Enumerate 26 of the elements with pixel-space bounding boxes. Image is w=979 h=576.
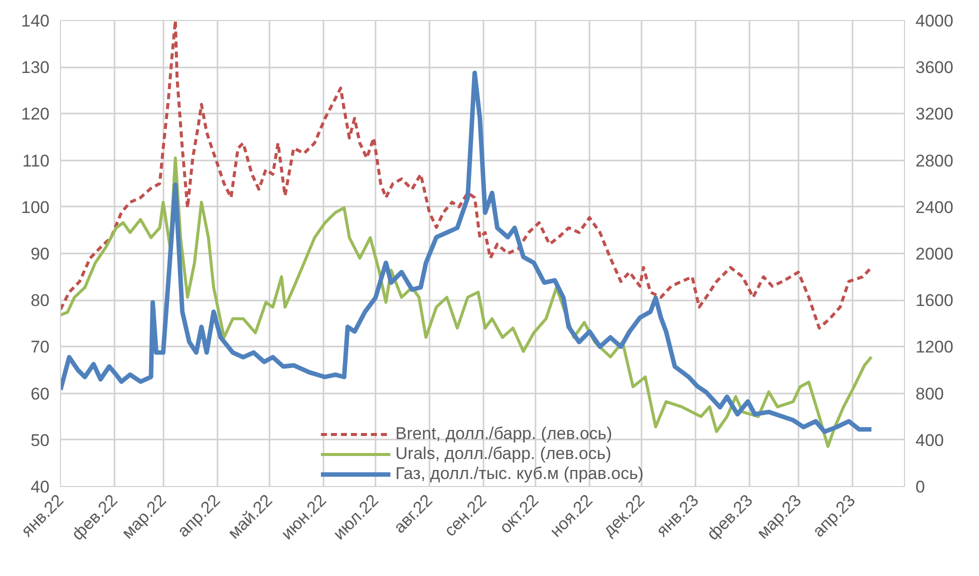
y2-tick-label: 800 — [916, 384, 944, 404]
y-tick-label: 100 — [21, 198, 50, 217]
y-tick-label: 120 — [21, 104, 50, 124]
y-tick-label: 130 — [21, 58, 50, 78]
line-series — [60, 20, 873, 330]
y-tick-label: 110 — [22, 151, 50, 170]
y2-tick-label: 3200 — [916, 104, 954, 124]
y2-tick-label: 1600 — [916, 291, 954, 310]
y2-tick-label: 2000 — [916, 244, 954, 264]
y-tick-label: 80 — [30, 291, 50, 310]
legend-label: Газ, долл./тыс. куб.м (прав.ось) — [395, 464, 644, 484]
y2-tick-label: 1200 — [916, 338, 954, 357]
y2-tick-label: 2800 — [916, 151, 954, 170]
y2-tick-label: 4000 — [916, 12, 954, 30]
y-tick-label: 50 — [30, 430, 50, 450]
y2-tick-label: 400 — [916, 430, 944, 450]
y2-tick-label: 0 — [916, 478, 925, 496]
y-tick-label: 140 — [21, 12, 50, 30]
y-tick-label: 40 — [30, 478, 50, 496]
y2-tick-label: 3600 — [916, 58, 954, 78]
y-tick-label: 70 — [30, 338, 50, 357]
y-tick-label: 60 — [30, 384, 50, 404]
legend-label: Brent, долл./барр. (лев.ось) — [395, 424, 612, 444]
y2-tick-label: 2400 — [916, 198, 954, 217]
legend-label: Urals, долл./барр. (лев.ось) — [395, 444, 612, 464]
y-tick-label: 90 — [30, 244, 50, 264]
